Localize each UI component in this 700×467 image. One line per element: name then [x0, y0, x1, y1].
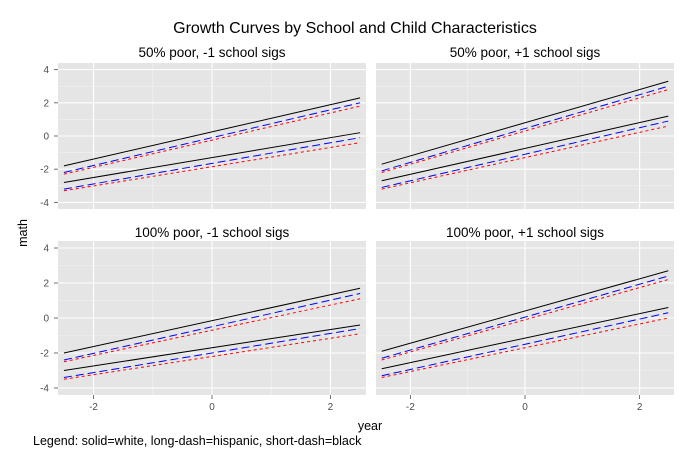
series-line-short-dash-lower: [63, 333, 361, 380]
series-line-long-dash-upper: [381, 275, 669, 359]
series-line-solid-upper: [381, 270, 669, 352]
series-line-solid-lower: [381, 307, 669, 370]
y-axis-label: math: [16, 219, 30, 247]
series-line-long-dash-upper: [63, 102, 361, 173]
series-line-short-dash-upper: [381, 89, 669, 173]
x-tick-label: -2: [89, 402, 98, 413]
panel-3: 100% poor, -1 school sigs -4 -2 0 2 4 -2 0 2: [40, 225, 366, 413]
y-tick-label: -4: [40, 384, 49, 395]
y-tick-label: -4: [40, 198, 49, 209]
y-tick-label: 2: [43, 98, 49, 109]
chart-title: Growth Curves by School and Child Charac…: [173, 20, 537, 37]
series-line-long-dash-upper: [63, 293, 361, 361]
y-tick-label: -2: [40, 349, 49, 360]
series-line-short-dash-upper: [381, 279, 669, 361]
series-line-long-dash-lower: [63, 328, 361, 378]
series-line-short-dash-upper: [63, 105, 361, 175]
x-axis-label: year: [358, 419, 382, 433]
y-tick-label: 2: [43, 279, 49, 290]
series-line-solid-upper: [381, 80, 669, 165]
series-line-short-dash-lower: [63, 142, 361, 192]
series-line-long-dash-lower: [381, 312, 669, 377]
y-tick-label: -2: [40, 165, 49, 176]
panel-title: 100% poor, +1 school sigs: [446, 225, 604, 240]
series-line-short-dash-lower: [381, 317, 669, 378]
panel-title: 50% poor, +1 school sigs: [450, 45, 601, 60]
x-tick-label: 2: [328, 402, 334, 413]
series-line-long-dash-upper: [381, 85, 669, 172]
y-tick-label: 4: [43, 244, 49, 255]
series-line-solid-upper: [63, 287, 361, 354]
x-tick-label: 2: [637, 402, 643, 413]
series-line-short-dash-lower: [381, 125, 669, 190]
series-line-solid-lower: [381, 115, 669, 182]
series-line-long-dash-lower: [63, 137, 361, 190]
y-tick-label: 4: [43, 65, 49, 76]
panel-2: 50% poor, +1 school sigs: [376, 45, 674, 209]
series-line-solid-lower: [63, 324, 361, 371]
series-line-solid-lower: [63, 132, 361, 183]
x-tick-label: 0: [209, 402, 215, 413]
y-tick-label: 0: [43, 132, 49, 143]
panel-title: 100% poor, -1 school sigs: [135, 225, 290, 240]
panel-4: 100% poor, +1 school sigs -2 0 2: [376, 225, 674, 413]
series-line-solid-upper: [63, 97, 361, 167]
y-tick-label: 0: [43, 314, 49, 325]
series-line-long-dash-lower: [381, 120, 669, 188]
panel-title: 50% poor, -1 school sigs: [138, 45, 285, 60]
x-tick-label: -2: [406, 402, 415, 413]
x-tick-label: 0: [522, 402, 528, 413]
series-line-short-dash-upper: [63, 298, 361, 363]
panel-1: 50% poor, -1 school sigs -4 -2 0 2 4: [40, 45, 366, 209]
legend-note: Legend: solid=white, long-dash=hispanic,…: [33, 434, 362, 448]
